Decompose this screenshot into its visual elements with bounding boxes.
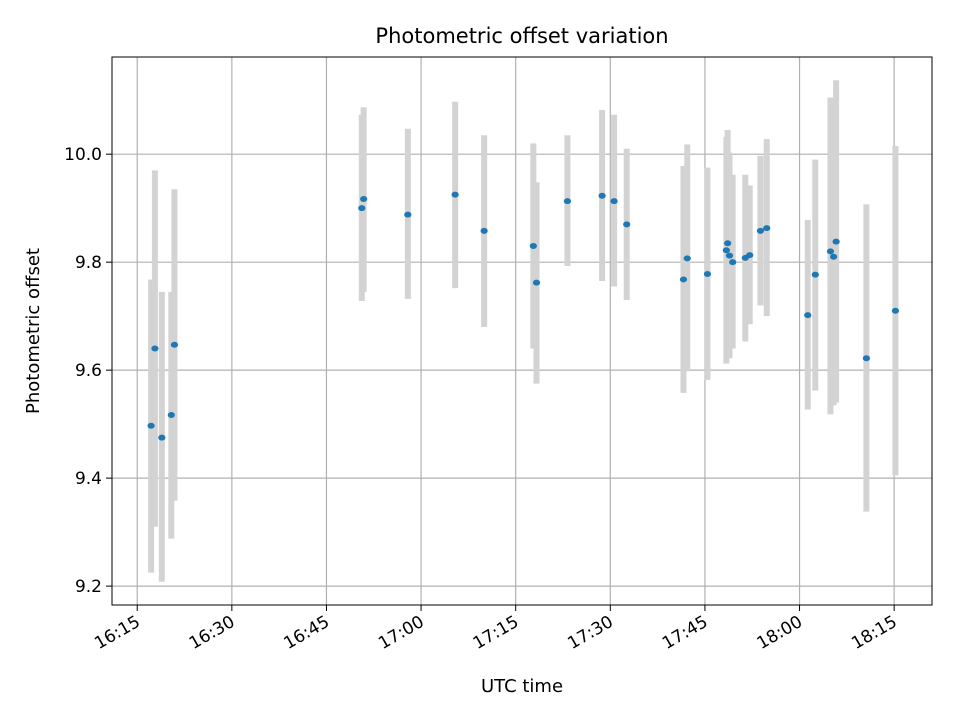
x-axis-label: UTC time (481, 676, 563, 697)
y-axis-ticks: 9.2 9.4 9.6 9.8 10.0 (64, 145, 112, 597)
data-point (610, 198, 618, 205)
data-point (451, 191, 459, 198)
data-point (623, 221, 631, 228)
data-point (729, 259, 737, 266)
data-point (151, 345, 159, 352)
data-point (746, 252, 754, 259)
data-point (170, 341, 179, 348)
data-point (811, 271, 819, 278)
data-point (529, 242, 537, 249)
data-point (763, 225, 771, 232)
data-point (683, 255, 691, 262)
data-point (722, 247, 730, 254)
y-tick-label: 9.2 (75, 577, 102, 597)
y-tick-label: 10.0 (64, 145, 102, 165)
data-point (358, 205, 366, 212)
y-axis-label: Photometric offset (23, 248, 44, 414)
data-point (725, 252, 734, 259)
data-point (598, 192, 606, 199)
plot-frame (111, 56, 933, 606)
data-point (826, 248, 835, 255)
data-point (563, 198, 572, 205)
y-tick-label: 9.4 (75, 469, 102, 489)
data-point (756, 227, 765, 234)
data-point (532, 279, 541, 286)
data-point (360, 195, 368, 202)
chart-title: Photometric offset variation (375, 24, 668, 48)
data-point (724, 240, 732, 247)
data-point (158, 434, 166, 441)
data-point (862, 355, 871, 362)
y-tick-label: 9.8 (75, 253, 102, 273)
data-point (147, 422, 155, 429)
data-point (830, 253, 838, 260)
data-point (404, 211, 412, 218)
data-point (480, 227, 488, 234)
data-points (147, 191, 900, 441)
data-point (167, 411, 175, 418)
data-point (891, 307, 900, 314)
data-point (679, 276, 688, 283)
data-point (804, 312, 812, 319)
y-tick-label: 9.6 (75, 361, 102, 381)
data-point (832, 238, 840, 245)
data-point (703, 271, 712, 278)
